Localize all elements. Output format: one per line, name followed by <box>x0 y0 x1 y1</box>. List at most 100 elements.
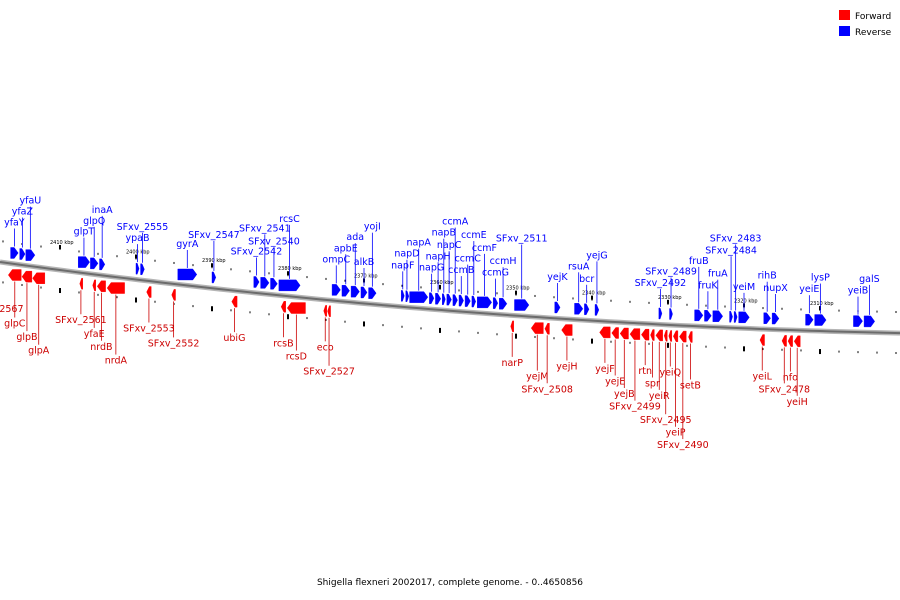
gene-label-sfxv-2484[interactable]: SFxv_2484 <box>705 245 757 256</box>
gene-rcsc[interactable] <box>278 279 301 292</box>
gene-sfxv-2555[interactable] <box>140 263 145 275</box>
gene-inaa[interactable] <box>99 258 106 271</box>
gene-yfay[interactable] <box>10 247 19 259</box>
gene-sfxv-2483[interactable] <box>733 311 738 323</box>
gene-label-ccmf[interactable]: ccmF <box>472 243 497 254</box>
gene-label-yeil[interactable]: yeiL <box>753 372 773 383</box>
gene-label-yejk[interactable]: yejK <box>547 272 568 283</box>
gene-rsua[interactable] <box>574 303 584 315</box>
gene-label-glpt[interactable]: glpT <box>74 227 95 238</box>
gene-label-nrda[interactable]: nrdA <box>105 356 128 367</box>
gene-label-narp[interactable]: narP <box>501 358 523 369</box>
gene-label-sfxv-2555[interactable]: SFxv_2555 <box>117 222 169 233</box>
gene-label-setb[interactable]: setB <box>680 380 701 391</box>
gene-napa[interactable] <box>409 291 429 303</box>
gene-label-gyra[interactable]: gyrA <box>176 239 199 250</box>
gene-label-yejm[interactable]: yejM <box>526 372 548 383</box>
gene-lysp[interactable] <box>814 314 827 326</box>
gene-yejk[interactable] <box>554 301 561 314</box>
gene-label-rihb[interactable]: rihB <box>758 271 777 282</box>
gene-yfau[interactable] <box>25 249 36 261</box>
gene-label-frua[interactable]: fruA <box>708 269 728 280</box>
gene-napd[interactable] <box>405 290 410 302</box>
gene-label-eco[interactable]: eco <box>317 342 334 353</box>
gene-label-napb[interactable]: napB <box>432 228 456 239</box>
gene-nupx[interactable] <box>771 312 780 325</box>
gene-label-sfxv-2547[interactable]: SFxv_2547 <box>188 230 240 241</box>
gene-napc[interactable] <box>446 293 452 306</box>
gene-yfaz[interactable] <box>19 248 26 260</box>
gene-label-nupx[interactable]: nupX <box>763 283 788 294</box>
gene-sfxv-2553[interactable] <box>146 286 152 298</box>
gene-ada[interactable] <box>350 285 360 298</box>
gene-label-rcsc[interactable]: rcsC <box>279 214 300 225</box>
gene-label-inaa[interactable]: inaA <box>92 205 113 216</box>
gene-label-naph[interactable]: napH <box>426 251 451 262</box>
gene-label-yeih[interactable]: yeiH <box>787 397 808 408</box>
gene-label-napf[interactable]: napF <box>391 260 414 271</box>
gene-label-yejb[interactable]: yejB <box>614 389 635 400</box>
gene-yejm[interactable] <box>530 322 544 334</box>
gene-label-glpb[interactable]: glpB <box>16 332 37 343</box>
gene-label-yfaz[interactable]: yfaZ <box>12 207 34 218</box>
gene-label-yfau[interactable]: yfaU <box>19 196 41 207</box>
gene-label-sfxv-2561[interactable]: SFxv_2561 <box>55 315 107 326</box>
gene-ccmh[interactable] <box>499 298 508 310</box>
gene-yeib[interactable] <box>853 315 863 327</box>
gene-label-nfo[interactable]: nfo <box>783 373 798 384</box>
gene-sfxv-2490[interactable] <box>679 330 687 343</box>
gene-label-glpq[interactable]: glpQ <box>83 216 105 227</box>
gene-sfxv-2547[interactable] <box>211 271 217 284</box>
gene-sfxv-2541[interactable] <box>260 277 270 289</box>
gene-yejg[interactable] <box>594 304 600 316</box>
gene-label-fruk[interactable]: fruK <box>698 280 718 291</box>
gene-label-ompc[interactable]: ompC <box>322 254 350 265</box>
gene-label-sfxv-2527[interactable]: SFxv_2527 <box>303 367 355 378</box>
gene-label-apbe[interactable]: apbE <box>334 243 358 254</box>
gene-label-yeim[interactable]: yeiM <box>733 282 755 293</box>
gene-label-napd[interactable]: napD <box>394 249 419 260</box>
gene-yeih[interactable] <box>793 335 801 348</box>
gene-label-yoji[interactable]: yojI <box>364 222 381 233</box>
gene-label-yejf[interactable]: yejF <box>595 364 615 375</box>
gene-sfxv-2478[interactable] <box>781 335 787 347</box>
gene-label-yeiq[interactable]: yeiQ <box>659 367 681 378</box>
gene-yejh[interactable] <box>561 324 573 336</box>
gene-label-sfxv-2552[interactable]: SFxv_2552 <box>148 338 200 349</box>
gene-label-rcsd[interactable]: rcsD <box>286 352 307 363</box>
gene-glpb[interactable] <box>21 270 33 283</box>
gene-gals[interactable] <box>863 315 875 328</box>
gene-label-sfxv-2499[interactable]: SFxv_2499 <box>609 402 661 413</box>
gene-napg[interactable] <box>429 292 435 304</box>
gene-label-ccmb[interactable]: ccmB <box>448 265 474 276</box>
gene-sfxv-2552[interactable] <box>171 289 176 301</box>
gene-sfxv-2495[interactable] <box>663 330 668 342</box>
gene-label-alkb[interactable]: alkB <box>354 257 374 268</box>
gene-label-frub[interactable]: fruB <box>689 256 709 267</box>
gene-label-ccmh[interactable]: ccmH <box>490 256 517 267</box>
gene-sfxv-2499[interactable] <box>629 328 641 340</box>
gene-label-yeib[interactable]: yeiB <box>848 286 869 297</box>
gene-alkb[interactable] <box>360 286 368 299</box>
gene-fruk[interactable] <box>704 310 712 322</box>
gene-yeiq[interactable] <box>668 330 672 342</box>
gene-ccmc[interactable] <box>464 295 471 307</box>
gene-ccme[interactable] <box>471 295 476 308</box>
gene-rtn[interactable] <box>641 328 650 341</box>
gene-yejb[interactable] <box>619 327 629 340</box>
gene-label-ccmg[interactable]: ccmG <box>482 268 509 279</box>
gene-sfxv-2511[interactable] <box>514 299 530 311</box>
gene-label-yejh[interactable]: yejH <box>556 362 577 373</box>
gene-ypab[interactable] <box>135 262 140 275</box>
gene-frub[interactable] <box>694 309 704 322</box>
gene-label-glpa[interactable]: glpA <box>28 346 50 357</box>
gene-ubig[interactable] <box>231 295 238 308</box>
gene-label-yejg[interactable]: yejG <box>586 250 607 261</box>
gene-ccma[interactable] <box>452 294 458 306</box>
gene-eco[interactable] <box>323 305 327 317</box>
gene-spr[interactable] <box>650 329 655 341</box>
gene-label-yfay[interactable]: yfaY <box>4 217 25 228</box>
gene-ccmb[interactable] <box>458 294 464 307</box>
gene-label-ccma[interactable]: ccmA <box>442 217 469 228</box>
gene-label-yeie[interactable]: yeiE <box>799 284 819 295</box>
